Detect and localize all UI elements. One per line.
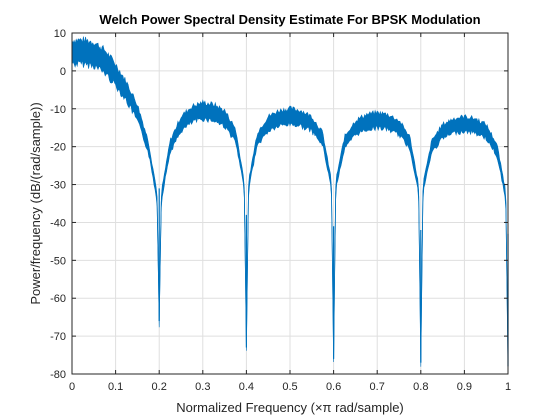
x-tick-label: 0.8 xyxy=(413,381,428,393)
y-tick-label: -40 xyxy=(50,217,66,229)
y-tick-label: -30 xyxy=(50,180,66,192)
x-tick-label: 1 xyxy=(505,381,511,393)
x-tick-label: 0.5 xyxy=(282,381,297,393)
y-axis-label: Power/frequency (dB/(rad/sample)) xyxy=(28,102,43,304)
x-tick-label: 0.7 xyxy=(370,381,385,393)
x-axis-label: Normalized Frequency (×π rad/sample) xyxy=(176,400,404,415)
y-tick-label: -80 xyxy=(50,369,66,381)
x-tick-label: 0.6 xyxy=(326,381,341,393)
chart-title: Welch Power Spectral Density Estimate Fo… xyxy=(99,12,480,27)
x-tick-label: 0.9 xyxy=(457,381,472,393)
x-tick-label: 0.4 xyxy=(239,381,254,393)
ticks xyxy=(71,32,509,375)
y-tick-labels: 10 0 -10 -20 -30 -40 -50 -60 -70 -80 xyxy=(50,28,66,381)
y-tick-label: 0 xyxy=(60,66,66,78)
y-tick-label: -50 xyxy=(50,255,66,267)
y-tick-label: -10 xyxy=(50,104,66,116)
x-tick-label: 0.3 xyxy=(195,381,210,393)
y-tick-label: -70 xyxy=(50,331,66,343)
y-tick-label: -60 xyxy=(50,293,66,305)
y-tick-label: -20 xyxy=(50,142,66,154)
psd-series-line xyxy=(72,51,509,367)
y-tick-label: 10 xyxy=(54,28,66,40)
x-tick-label: 0.1 xyxy=(108,381,123,393)
grid xyxy=(71,32,509,375)
x-tick-labels: 0 0.1 0.2 0.3 0.4 0.5 0.6 0.7 0.8 0.9 1 xyxy=(69,381,511,393)
x-tick-label: 0.2 xyxy=(152,381,167,393)
x-tick-label: 0 xyxy=(69,381,75,393)
